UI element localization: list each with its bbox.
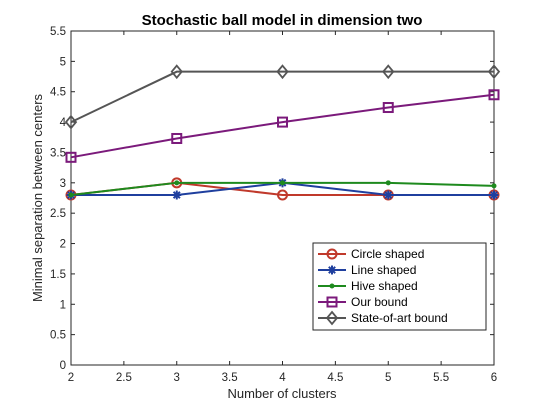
x-tick-label: 2 [68, 372, 74, 384]
data-point [171, 132, 183, 144]
series-line [70, 93, 495, 159]
series-state-of-art-bound [64, 64, 501, 130]
legend-entry: Circle shaped [318, 247, 424, 261]
data-point [489, 190, 499, 200]
series-our-bound [65, 89, 500, 163]
data-point [276, 64, 289, 80]
series-layer [64, 64, 501, 201]
data-point [68, 192, 74, 198]
data-point [491, 183, 497, 189]
chart-title: Stochastic ball model in dimension two [142, 12, 423, 29]
y-tick-label: 5 [60, 56, 66, 68]
legend-entry: State-of-art bound [318, 310, 448, 326]
y-tick-label: 2.5 [50, 208, 66, 220]
data-point [382, 64, 395, 80]
data-point [277, 189, 288, 201]
x-tick-label: 3.5 [222, 372, 238, 384]
y-tick-label: 4.5 [50, 87, 66, 99]
data-point [277, 116, 288, 128]
data-point [326, 248, 338, 260]
y-tick-label: 3 [60, 178, 66, 190]
x-tick-label: 2.5 [116, 372, 132, 384]
data-point [280, 180, 285, 186]
x-axis-label: Number of clusters [227, 386, 337, 401]
data-point [326, 296, 338, 308]
data-point [487, 64, 501, 80]
data-point [172, 190, 182, 200]
x-tick-label: 6 [491, 372, 497, 384]
legend-label: Our bound [351, 295, 408, 309]
x-tick-label: 4.5 [327, 372, 343, 384]
x-tick-label: 5 [385, 372, 391, 384]
y-tick-label: 3.5 [50, 147, 66, 159]
data-point [383, 190, 393, 200]
y-tick-label: 1.5 [50, 269, 66, 281]
y-tick-label: 4 [60, 117, 67, 129]
x-tick-label: 4 [279, 372, 286, 384]
axis-ticks: 2 2.5 3 3.5 4 4.5 5 5.5 6 0 0.5 1 1.5 2 2.5 3 3.5 4 4.5 5 5.… [50, 26, 497, 384]
x-tick-label: 3 [174, 372, 180, 384]
series-line [70, 70, 494, 123]
legend-entry: Line shaped [318, 263, 416, 277]
legend-label: Circle shaped [351, 247, 424, 261]
legend: Circle shaped Line shaped Hive shaped Our b… [312, 242, 487, 331]
legend-label: Hive shaped [351, 279, 418, 293]
data-point [488, 89, 500, 101]
data-point [327, 265, 337, 275]
legend-label: State-of-art bound [351, 311, 448, 325]
y-tick-label: 0 [60, 360, 66, 372]
data-point [174, 180, 180, 186]
data-point [325, 310, 339, 326]
y-tick-label: 2 [60, 239, 66, 251]
data-point [382, 102, 394, 114]
data-point [64, 114, 78, 130]
legend-label: Line shaped [351, 263, 416, 277]
x-tick-label: 5.5 [433, 372, 449, 384]
data-point [385, 180, 391, 186]
y-tick-label: 0.5 [50, 330, 66, 342]
y-axis-label: Minimal separation between centers [30, 93, 45, 302]
y-tick-label: 1 [60, 299, 66, 311]
legend-entry: Our bound [318, 295, 408, 309]
data-point [329, 283, 335, 289]
legend-entry: Hive shaped [318, 279, 418, 293]
y-tick-label: 5.5 [50, 26, 66, 38]
series-hive-shaped [68, 180, 497, 198]
data-point [65, 151, 77, 163]
data-point [170, 64, 183, 80]
